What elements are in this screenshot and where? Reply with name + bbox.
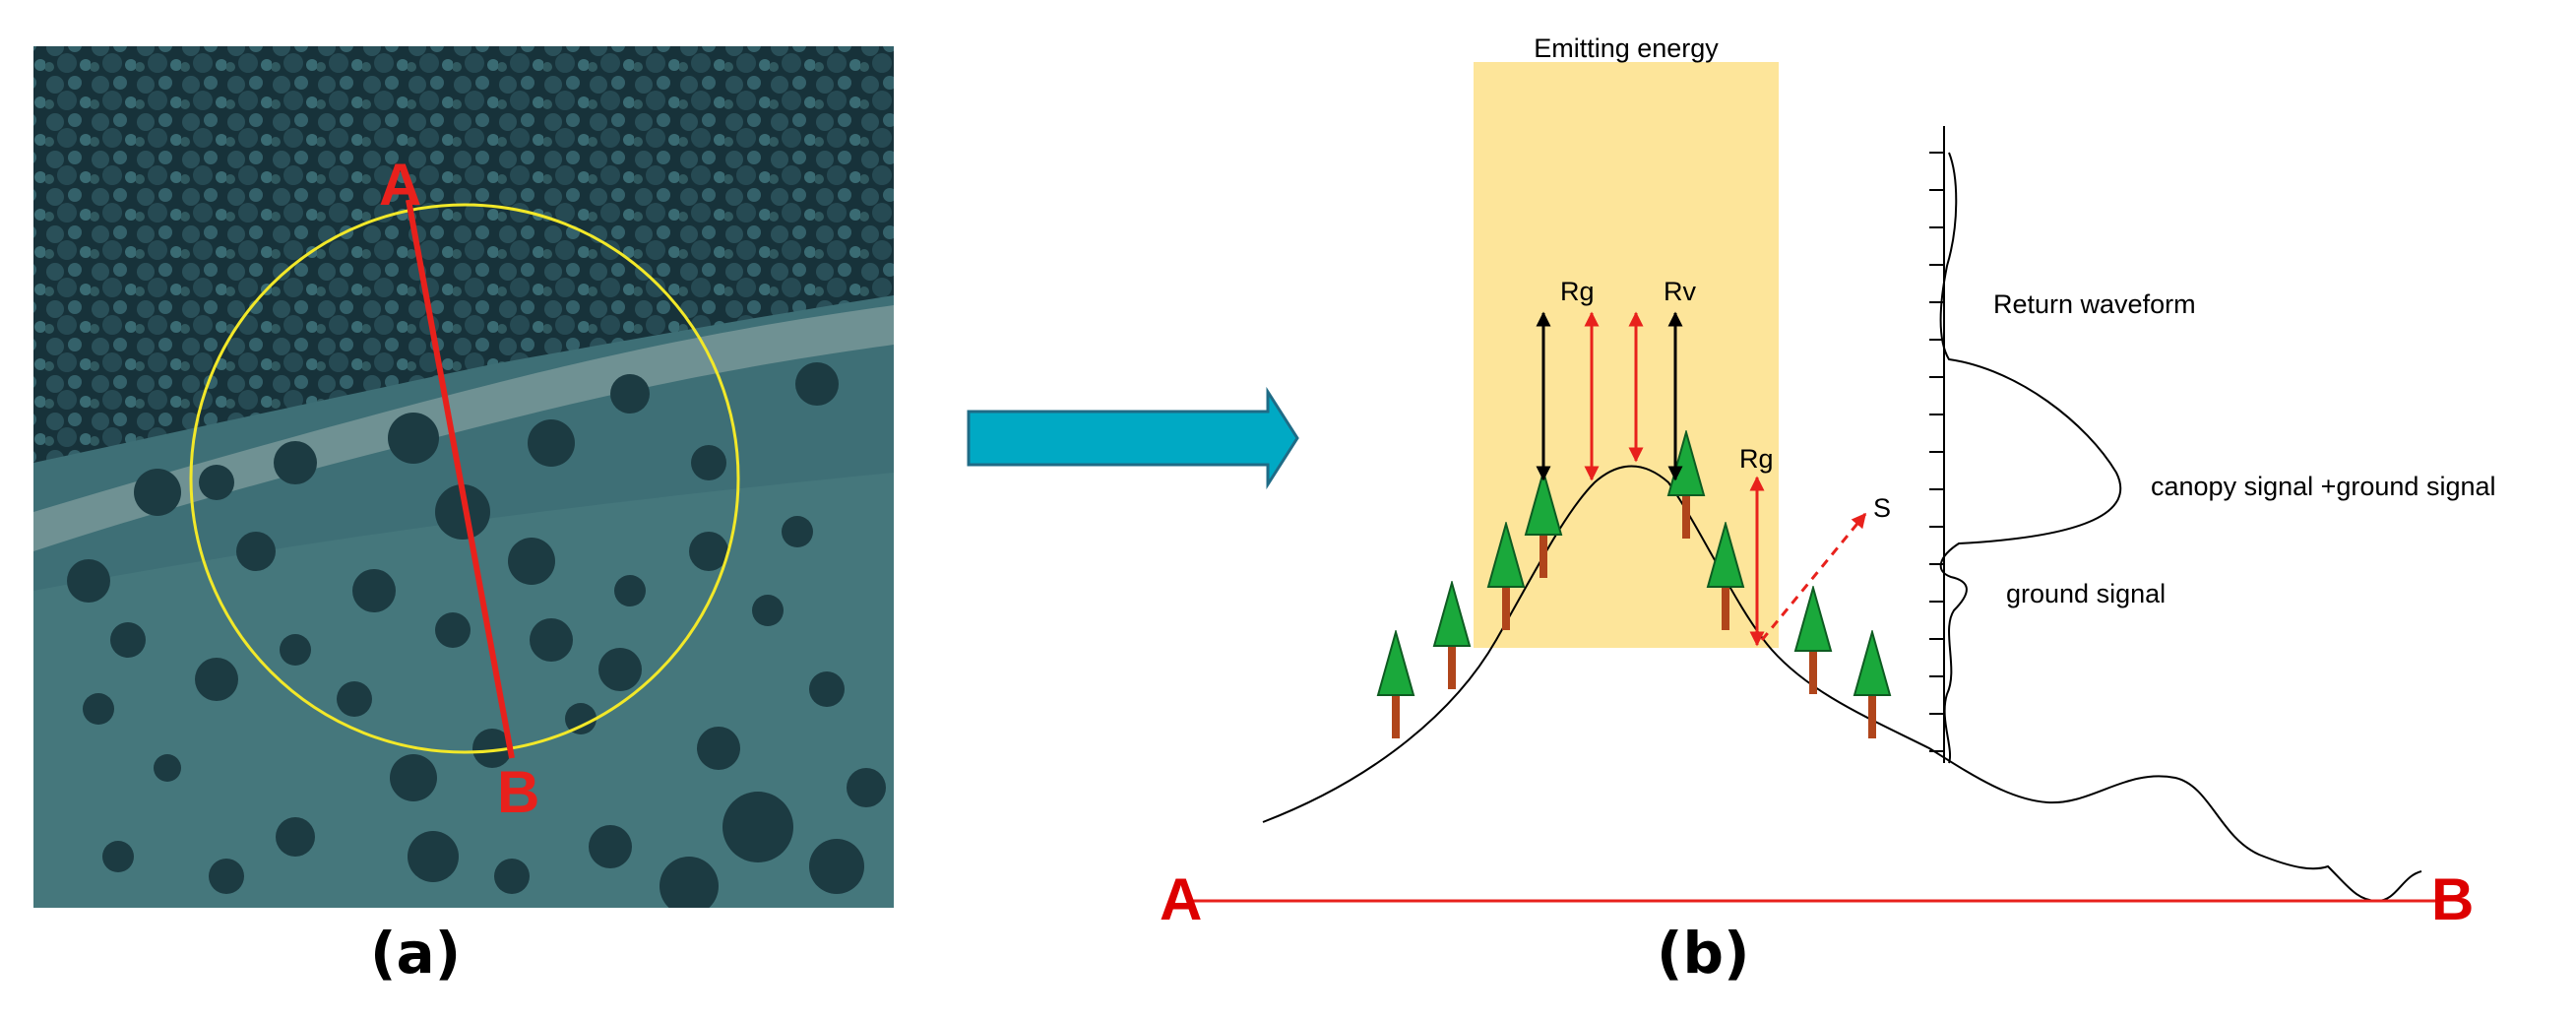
return-waveform-label: Return waveform (1993, 289, 2196, 319)
emitting-energy-label: Emitting energy (1534, 33, 1719, 63)
tree-7 (1794, 587, 1832, 694)
rg-label-1: Rg (1560, 277, 1595, 306)
rg-label-2: Rg (1739, 444, 1774, 474)
s-scatter-arrow (1760, 512, 1867, 641)
panel-a-label: (a) (370, 920, 461, 987)
return-waveform-curve (1939, 152, 2122, 764)
point-a-label-a: A (379, 152, 421, 218)
transect-line-a (406, 199, 515, 759)
transition-arrow (967, 386, 1299, 490)
aerial-image (33, 46, 894, 908)
tree-2 (1433, 582, 1471, 689)
tree-1 (1377, 631, 1414, 738)
tree-8 (1853, 631, 1891, 738)
rv-label: Rv (1664, 277, 1696, 306)
point-b-label-b: B (2431, 866, 2474, 932)
panel-b-label: (b) (1657, 920, 1750, 987)
point-b-label-a: B (497, 759, 539, 825)
waveform-axis (1929, 126, 1945, 763)
terrain-profile (1262, 465, 2422, 903)
footprint-circle (189, 203, 740, 754)
point-a-label-b: A (1160, 866, 1202, 932)
ground-signal-label: ground signal (2006, 579, 2166, 608)
s-label: S (1873, 493, 1891, 523)
canopy-ground-signal-label: canopy signal +ground signal (2151, 472, 2496, 501)
